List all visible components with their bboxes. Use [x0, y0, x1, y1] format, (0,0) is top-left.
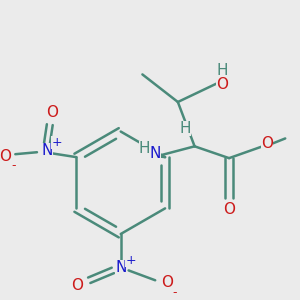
Text: N: N [149, 146, 161, 161]
Text: H: H [179, 121, 190, 136]
Text: O: O [262, 136, 274, 151]
Text: H: H [216, 63, 228, 78]
Text: O: O [71, 278, 83, 293]
Text: H: H [139, 141, 150, 156]
Text: -: - [11, 160, 16, 172]
Text: O: O [216, 77, 228, 92]
Text: -: - [173, 286, 177, 298]
Text: O: O [0, 149, 11, 164]
Text: O: O [46, 105, 58, 120]
Text: O: O [161, 275, 173, 290]
Text: +: + [125, 254, 136, 267]
Text: N: N [115, 260, 126, 275]
Text: O: O [223, 202, 235, 217]
Text: +: + [51, 136, 62, 149]
Text: N: N [41, 143, 52, 158]
